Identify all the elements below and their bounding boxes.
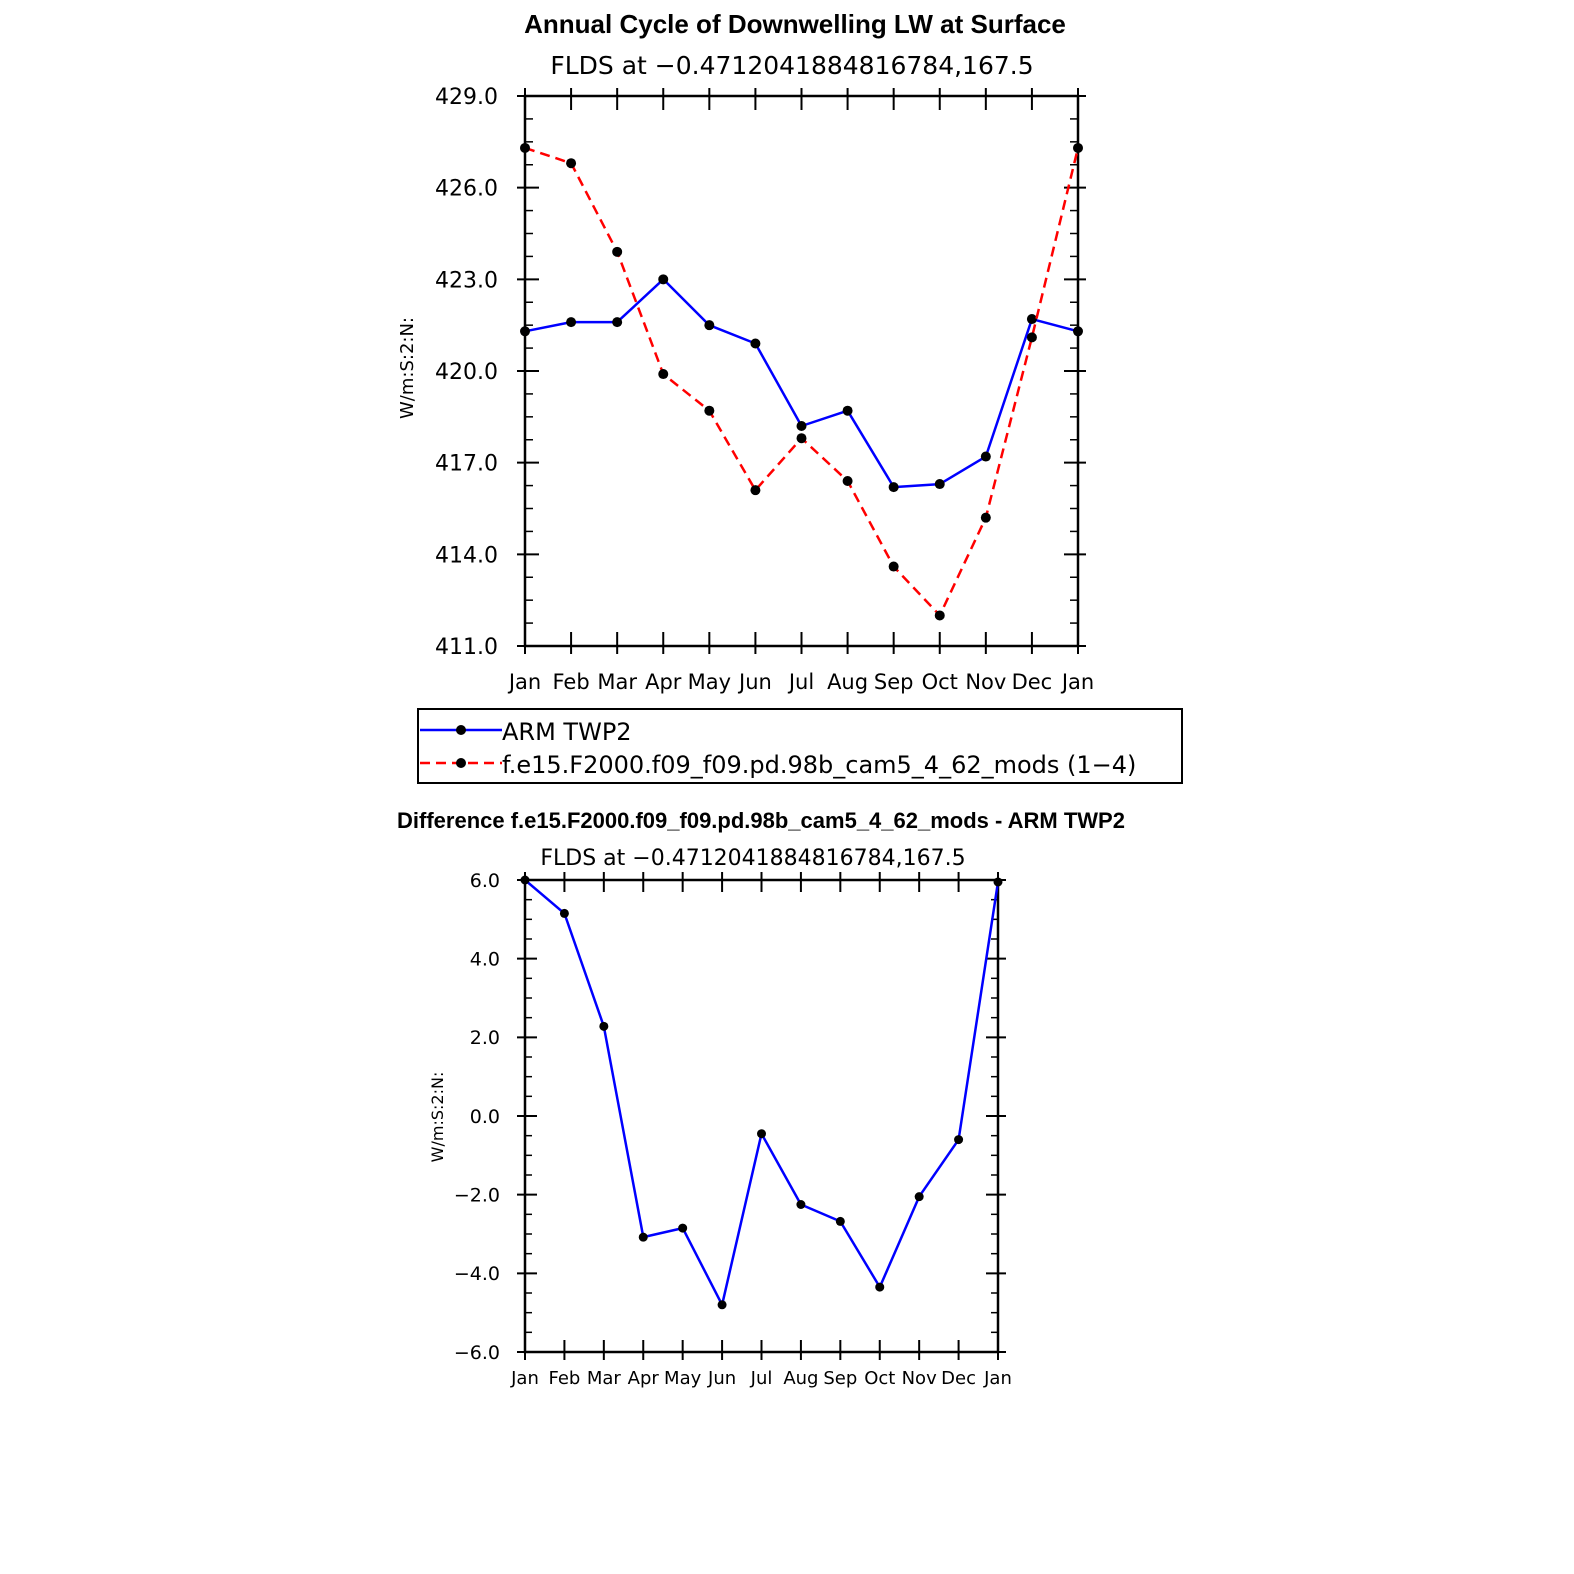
bottom-x-tick-label: Jan <box>983 1368 1012 1389</box>
top-x-tick-label: Aug <box>827 670 868 694</box>
top-data-point-1 <box>796 433 807 444</box>
top-x-tick-label: Dec <box>1012 670 1053 694</box>
bottom-x-tick-label: Jun <box>707 1368 736 1389</box>
bottom-data-point-0 <box>757 1129 766 1139</box>
top-data-point-0 <box>520 326 530 337</box>
top-y-tick-label: 426.0 <box>435 177 498 202</box>
bottom-data-point-0 <box>599 1021 609 1031</box>
bottom-y-tick-label: 6.0 <box>470 870 500 892</box>
top-chart-subtitle: FLDS at −0.4712041884816784,167.5 <box>550 51 1033 80</box>
bottom-y-tick-label: −2.0 <box>454 1185 500 1207</box>
bottom-chart-title: Difference f.e15.F2000.f09_f09.pd.98b_ca… <box>397 808 1125 833</box>
top-y-tick-label: 423.0 <box>435 268 498 293</box>
top-data-point-0 <box>888 482 899 493</box>
bottom-chart-ylabel: W/m:S:2:N: <box>428 1072 447 1163</box>
top-x-tick-label: Oct <box>922 670 958 694</box>
legend-label-arm: ARM TWP2 <box>502 718 632 746</box>
top-data-point-0 <box>796 421 807 431</box>
top-data-point-0 <box>1026 314 1037 325</box>
legend-marker-arm <box>456 725 466 735</box>
bottom-chart: Difference f.e15.F2000.f09_f09.pd.98b_ca… <box>397 808 1125 1389</box>
top-y-tick-label: 411.0 <box>435 635 498 660</box>
bottom-x-tick-label: Mar <box>587 1368 622 1389</box>
bottom-chart-subtitle: FLDS at −0.4712041884816784,167.5 <box>540 846 965 871</box>
top-data-point-1 <box>658 369 669 380</box>
bottom-data-point-0 <box>954 1135 964 1145</box>
bottom-data-point-0 <box>993 877 1003 887</box>
bottom-data-point-0 <box>835 1216 845 1226</box>
bottom-data-point-0 <box>520 875 530 885</box>
top-data-point-0 <box>980 451 991 462</box>
bottom-y-tick-label: 4.0 <box>470 949 500 971</box>
legend-marker-model <box>456 758 466 768</box>
legend-label-model: f.e15.F2000.f09_f09.pd.98b_cam5_4_62_mod… <box>502 751 1136 779</box>
bottom-y-tick-label: −6.0 <box>454 1342 500 1364</box>
top-data-point-0 <box>842 405 853 416</box>
bottom-x-tick-label: Nov <box>902 1368 937 1389</box>
top-data-point-1 <box>750 485 761 496</box>
top-x-tick-label: Feb <box>552 670 589 694</box>
top-y-tick-label: 414.0 <box>435 543 498 568</box>
top-data-point-0 <box>704 320 715 331</box>
top-chart-axes: 411.0 414.0 417.0 420.0 423.0 426.0 429.0 Jan Fe… <box>435 85 1094 694</box>
top-chart-title: Annual Cycle of Downwelling LW at Surfac… <box>524 9 1066 39</box>
top-data-point-0 <box>1073 326 1083 337</box>
legend-box <box>417 708 1183 784</box>
bottom-chart-series <box>520 875 1003 1310</box>
bottom-y-tick-label: −4.0 <box>454 1263 500 1285</box>
top-data-point-1 <box>934 610 945 621</box>
bottom-x-tick-label: Dec <box>941 1368 976 1389</box>
bottom-y-tick-label: 0.0 <box>470 1106 500 1128</box>
top-data-point-1 <box>566 158 577 169</box>
bottom-data-point-0 <box>914 1192 924 1202</box>
top-data-point-1 <box>1026 332 1037 343</box>
top-data-point-0 <box>566 317 577 328</box>
top-chart-ylabel: W/m:S:2:N: <box>397 317 418 419</box>
bottom-x-tick-label: Feb <box>548 1368 580 1389</box>
bottom-data-point-0 <box>796 1200 806 1209</box>
bottom-x-tick-label: Apr <box>628 1368 660 1389</box>
top-data-point-0 <box>750 338 761 349</box>
bottom-y-tick-label: 2.0 <box>470 1027 500 1049</box>
top-x-tick-label: May <box>688 670 731 694</box>
bottom-x-tick-label: Aug <box>783 1368 818 1389</box>
top-x-tick-label: Apr <box>645 670 682 694</box>
bottom-data-point-0 <box>559 908 569 918</box>
top-data-point-1 <box>520 142 530 153</box>
top-y-tick-label: 420.0 <box>435 360 498 385</box>
top-data-point-1 <box>980 512 991 523</box>
top-data-point-1 <box>888 561 899 572</box>
bottom-data-point-0 <box>875 1282 885 1292</box>
top-x-tick-label: Jan <box>507 670 541 694</box>
top-data-point-0 <box>934 479 945 490</box>
top-data-point-0 <box>658 274 669 285</box>
top-x-tick-label: Sep <box>874 670 914 694</box>
top-x-tick-label: Mar <box>597 670 637 694</box>
top-y-tick-label: 417.0 <box>435 452 498 477</box>
top-data-point-1 <box>842 476 853 486</box>
bottom-data-point-0 <box>678 1223 688 1233</box>
top-data-point-1 <box>612 246 623 257</box>
top-data-point-1 <box>704 405 715 416</box>
top-x-tick-label: Jul <box>787 670 814 694</box>
top-chart-series <box>520 142 1083 621</box>
top-y-tick-label: 429.0 <box>435 85 498 110</box>
top-chart: Annual Cycle of Downwelling LW at Surfac… <box>397 9 1094 694</box>
legend: ARM TWP2 f.e15.F2000.f09_f09.pd.98b_cam5… <box>417 708 1183 784</box>
bottom-x-tick-label: May <box>664 1368 702 1389</box>
bottom-data-point-0 <box>638 1232 648 1242</box>
top-x-tick-label: Jan <box>1060 670 1094 694</box>
bottom-x-tick-label: Jan <box>510 1368 539 1389</box>
top-x-tick-label: Jun <box>737 670 772 694</box>
bottom-x-tick-label: Jul <box>750 1368 773 1389</box>
bottom-x-tick-label: Sep <box>823 1368 857 1389</box>
top-data-point-0 <box>612 317 623 328</box>
bottom-x-tick-label: Oct <box>864 1368 895 1389</box>
bottom-data-point-0 <box>717 1300 727 1310</box>
top-data-point-1 <box>1073 142 1083 153</box>
top-x-tick-label: Nov <box>965 670 1006 694</box>
